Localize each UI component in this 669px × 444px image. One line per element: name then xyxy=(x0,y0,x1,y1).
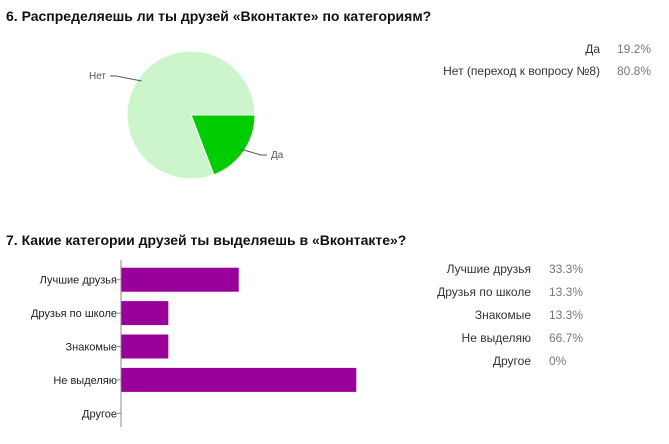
pie-slice-1 xyxy=(126,50,256,180)
pie-legend-pct: 19.2% xyxy=(617,42,652,56)
pie-leader-line-0 xyxy=(240,148,267,156)
bar-legend-pct: 13.3% xyxy=(549,285,584,299)
bar-legend-label: Знакомые xyxy=(474,308,531,322)
question-7-title: 7. Какие категории друзей ты выделяешь в… xyxy=(6,232,407,248)
bar-legend-pct: 0% xyxy=(549,354,567,368)
pie-legend-pct: 80.8% xyxy=(617,64,652,78)
pie-legend-label: Да xyxy=(585,42,600,56)
bar-legend-label: Лучшие друзья xyxy=(446,262,531,276)
pie-slice-0 xyxy=(190,114,256,176)
bar-legend-label: Друзья по школе xyxy=(437,285,531,299)
pie-label-0: Да xyxy=(271,150,284,161)
bar-legend-pct: 33.3% xyxy=(549,262,584,276)
bar-legend-label: Другое xyxy=(492,354,531,368)
pie-label-1: Нет xyxy=(89,71,106,82)
pie-legend-label: Нет (переход к вопросу №8) xyxy=(443,64,600,78)
question-6-title: 6. Распределяешь ли ты друзей «Вконтакте… xyxy=(6,8,432,24)
pie-leader-line-1 xyxy=(110,75,142,82)
bar-legend-pct: 13.3% xyxy=(549,308,584,322)
bar-legend-label: Не выделяю xyxy=(461,331,531,345)
bar-legend-pct: 66.7% xyxy=(549,331,584,345)
